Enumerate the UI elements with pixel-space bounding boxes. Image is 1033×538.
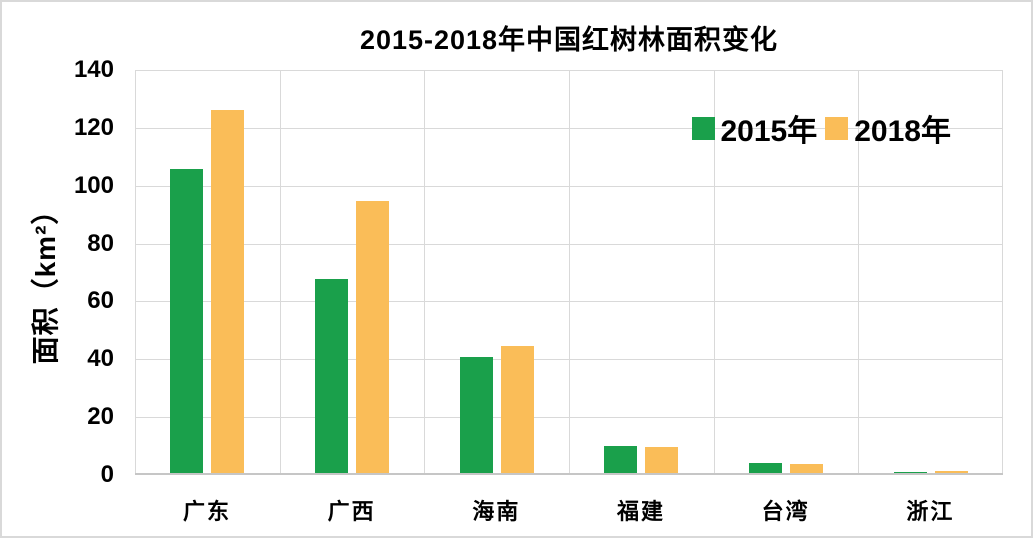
gridline-vertical (713, 70, 715, 473)
bar-group-5 (714, 70, 859, 473)
plot-area: 2015年 2018年 (135, 70, 1003, 475)
bar-2015年 (893, 472, 927, 473)
gridline-vertical (1002, 70, 1003, 473)
bar-2015年 (459, 357, 493, 473)
y-tick-label: 140 (73, 56, 114, 83)
gridline-vertical (279, 70, 281, 473)
y-tick-label: 20 (87, 403, 114, 431)
gridline-vertical (858, 70, 860, 473)
bar-2015年 (749, 462, 783, 473)
bar-groups (135, 70, 1003, 473)
legend-item-2015: 2015年 (691, 106, 818, 150)
bar-group-6 (858, 70, 1003, 473)
bar-group-1 (135, 70, 280, 473)
gridline-vertical (569, 70, 570, 473)
legend-label-2015: 2015年 (720, 115, 818, 148)
y-tick-label: 0 (100, 461, 114, 488)
y-tick-label: 80 (87, 229, 114, 257)
bar-group-2 (280, 70, 425, 473)
gridline-vertical (135, 70, 136, 473)
x-axis-label: 台湾 (761, 499, 810, 524)
x-axis-label: 浙江 (906, 499, 955, 524)
bar-2018年 (645, 446, 679, 473)
x-axis-label: 广西 (327, 499, 376, 524)
x-axis-label: 广东 (182, 499, 231, 524)
gridline-vertical (424, 70, 426, 473)
chart-title: 2015-2018年中国红树林面积变化 (359, 25, 779, 55)
bar-2018年 (790, 464, 824, 473)
y-tick-label: 40 (87, 345, 114, 373)
bar-group-3 (424, 70, 569, 473)
legend: 2015年 2018年 (691, 106, 951, 150)
x-axis-label: 海南 (472, 499, 521, 524)
bar-group-4 (569, 70, 714, 473)
bar-2018年 (211, 109, 245, 473)
bar-2015年 (170, 169, 204, 473)
y-tick-label: 120 (73, 113, 114, 141)
x-axis-label: 福建 (616, 499, 665, 524)
bar-2018年 (500, 345, 534, 473)
legend-swatch-2015-icon (691, 116, 715, 140)
bar-2018年 (934, 470, 968, 473)
bar-2015年 (315, 279, 348, 473)
legend-label-2018: 2018年 (854, 115, 951, 148)
y-tick-label: 60 (87, 287, 114, 315)
bar-2018年 (356, 201, 389, 473)
y-tick-label: 100 (73, 171, 114, 199)
legend-swatch-2018-icon (825, 116, 849, 140)
bar-2015年 (604, 445, 638, 473)
legend-item-2018: 2018年 (825, 106, 951, 150)
